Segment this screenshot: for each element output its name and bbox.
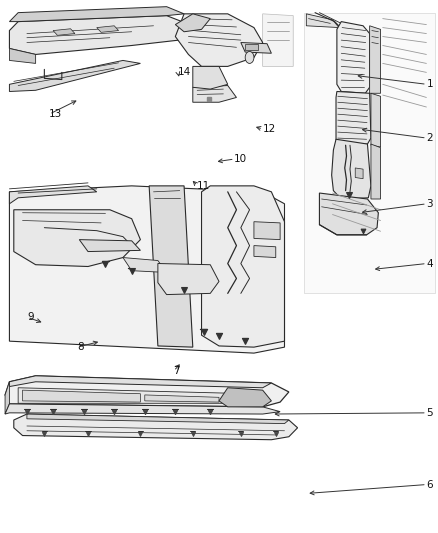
Text: 2: 2: [426, 133, 433, 143]
Polygon shape: [306, 14, 339, 28]
Text: 11: 11: [197, 181, 210, 191]
Polygon shape: [10, 60, 141, 92]
Polygon shape: [53, 29, 75, 35]
Text: 8: 8: [77, 342, 84, 352]
Polygon shape: [336, 92, 371, 146]
Polygon shape: [97, 26, 119, 33]
Text: 9: 9: [27, 312, 34, 322]
Polygon shape: [175, 14, 263, 67]
Polygon shape: [355, 168, 363, 179]
Polygon shape: [10, 7, 184, 22]
Polygon shape: [263, 14, 293, 67]
Text: 5: 5: [426, 408, 433, 418]
Text: 1: 1: [426, 79, 433, 90]
Polygon shape: [245, 44, 258, 50]
Circle shape: [245, 52, 254, 63]
Polygon shape: [175, 14, 210, 32]
Polygon shape: [158, 263, 219, 295]
Polygon shape: [254, 246, 276, 257]
Polygon shape: [149, 186, 193, 347]
Polygon shape: [18, 387, 258, 403]
Polygon shape: [5, 376, 289, 407]
Polygon shape: [14, 210, 141, 266]
Polygon shape: [10, 15, 210, 54]
Polygon shape: [10, 376, 272, 387]
Polygon shape: [370, 26, 381, 93]
Polygon shape: [5, 404, 280, 414]
Text: 7: 7: [173, 366, 180, 376]
Text: 14: 14: [177, 67, 191, 77]
Polygon shape: [219, 387, 272, 407]
Polygon shape: [319, 193, 378, 235]
Polygon shape: [241, 43, 272, 53]
Text: 3: 3: [426, 199, 433, 209]
Polygon shape: [304, 13, 435, 293]
Text: 4: 4: [426, 259, 433, 269]
Polygon shape: [27, 414, 289, 424]
Polygon shape: [5, 382, 10, 414]
Polygon shape: [10, 186, 285, 353]
Polygon shape: [193, 85, 237, 102]
Polygon shape: [254, 222, 280, 240]
Polygon shape: [10, 49, 35, 63]
Text: 10: 10: [234, 154, 247, 164]
Polygon shape: [10, 186, 97, 204]
Polygon shape: [22, 390, 141, 402]
Polygon shape: [201, 186, 285, 347]
Polygon shape: [14, 414, 297, 440]
Text: 12: 12: [263, 124, 276, 134]
Polygon shape: [371, 144, 381, 199]
Polygon shape: [371, 93, 381, 147]
Polygon shape: [332, 139, 371, 199]
Polygon shape: [79, 240, 141, 252]
Polygon shape: [123, 257, 166, 272]
Text: 13: 13: [49, 109, 62, 119]
Text: 6: 6: [426, 480, 433, 489]
Polygon shape: [337, 22, 370, 93]
Polygon shape: [145, 395, 219, 402]
Polygon shape: [193, 67, 228, 89]
